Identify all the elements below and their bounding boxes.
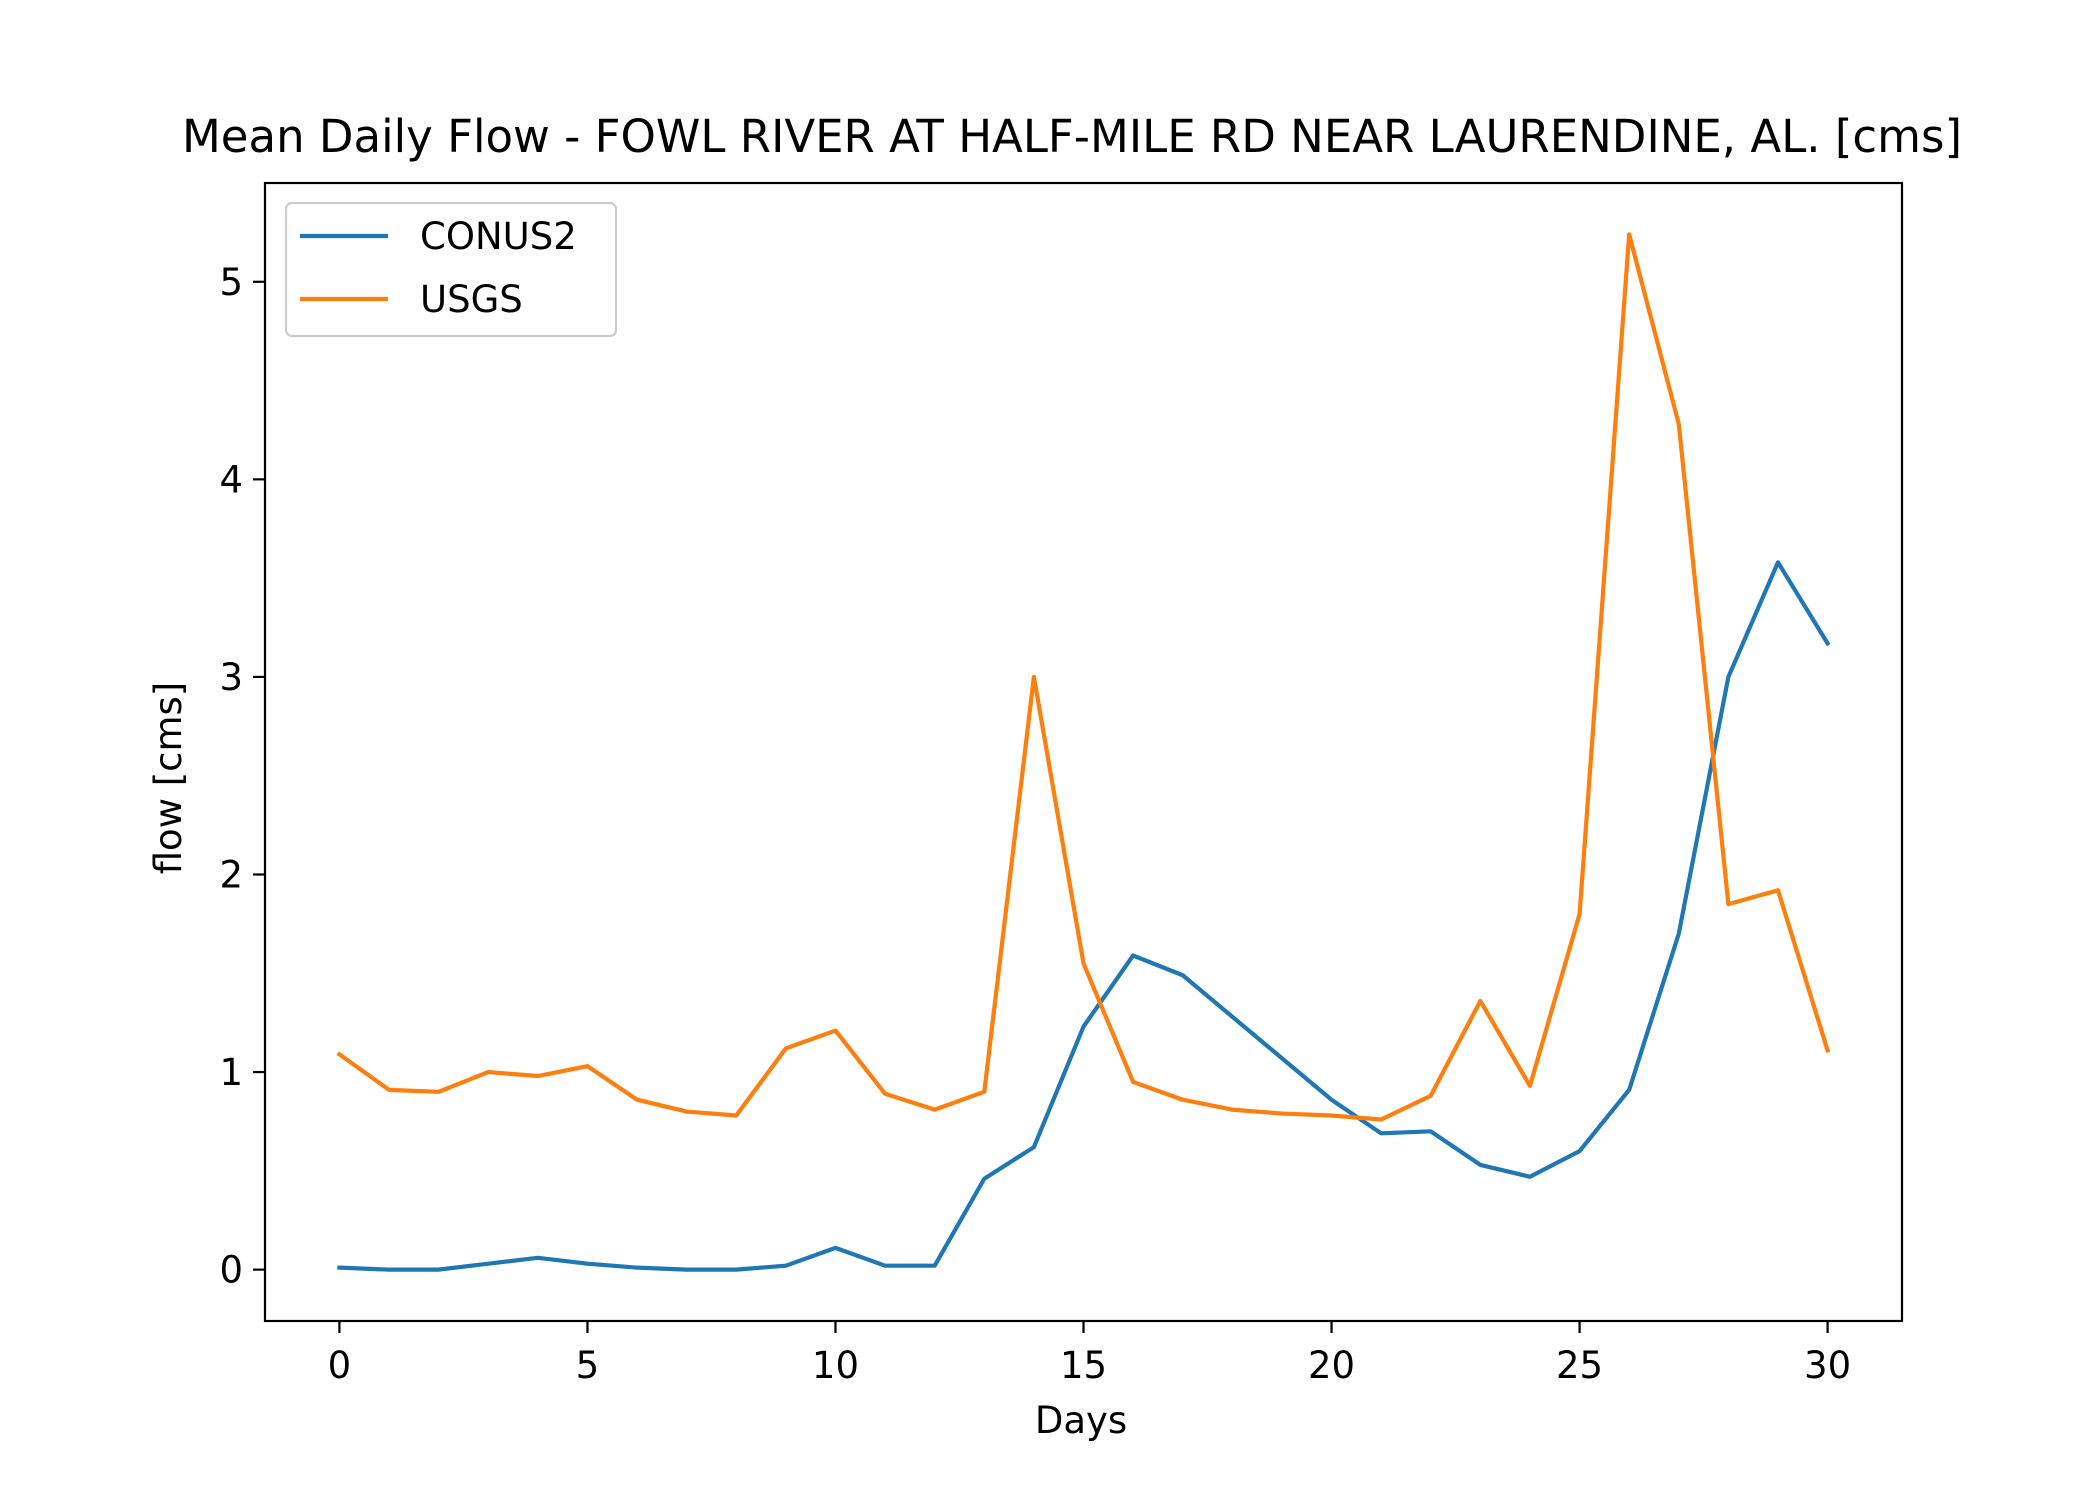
x-tick-label: 25: [1556, 1344, 1603, 1387]
legend: CONUS2 USGS: [284, 201, 618, 338]
x-axis-label: Days: [1035, 1399, 1127, 1442]
series-line-conus2: [337, 560, 1831, 1272]
y-tick-label: 4: [219, 458, 243, 501]
x-tick-label: 30: [1804, 1344, 1851, 1387]
y-tick-label: 0: [219, 1249, 243, 1292]
plot-frame: [263, 181, 1904, 1323]
y-tick-label: 2: [219, 853, 243, 896]
y-tick-label: 5: [219, 261, 243, 304]
x-tick-label: 5: [576, 1344, 600, 1387]
legend-label-usgs: USGS: [420, 278, 523, 321]
y-tick-label: 1: [219, 1051, 243, 1094]
series-line-usgs: [336, 232, 1831, 1122]
x-tick-label: 20: [1308, 1344, 1355, 1387]
y-tick-label: 3: [219, 656, 243, 699]
legend-label-conus2: CONUS2: [420, 215, 577, 258]
y-axis-label: flow [cms]: [147, 682, 190, 875]
chart-title: Mean Daily Flow - FOWL RIVER AT HALF-MIL…: [182, 110, 1962, 163]
x-tick-label: 10: [812, 1344, 859, 1387]
x-tick-label: 15: [1060, 1344, 1107, 1387]
x-tick-label: 0: [328, 1344, 352, 1387]
